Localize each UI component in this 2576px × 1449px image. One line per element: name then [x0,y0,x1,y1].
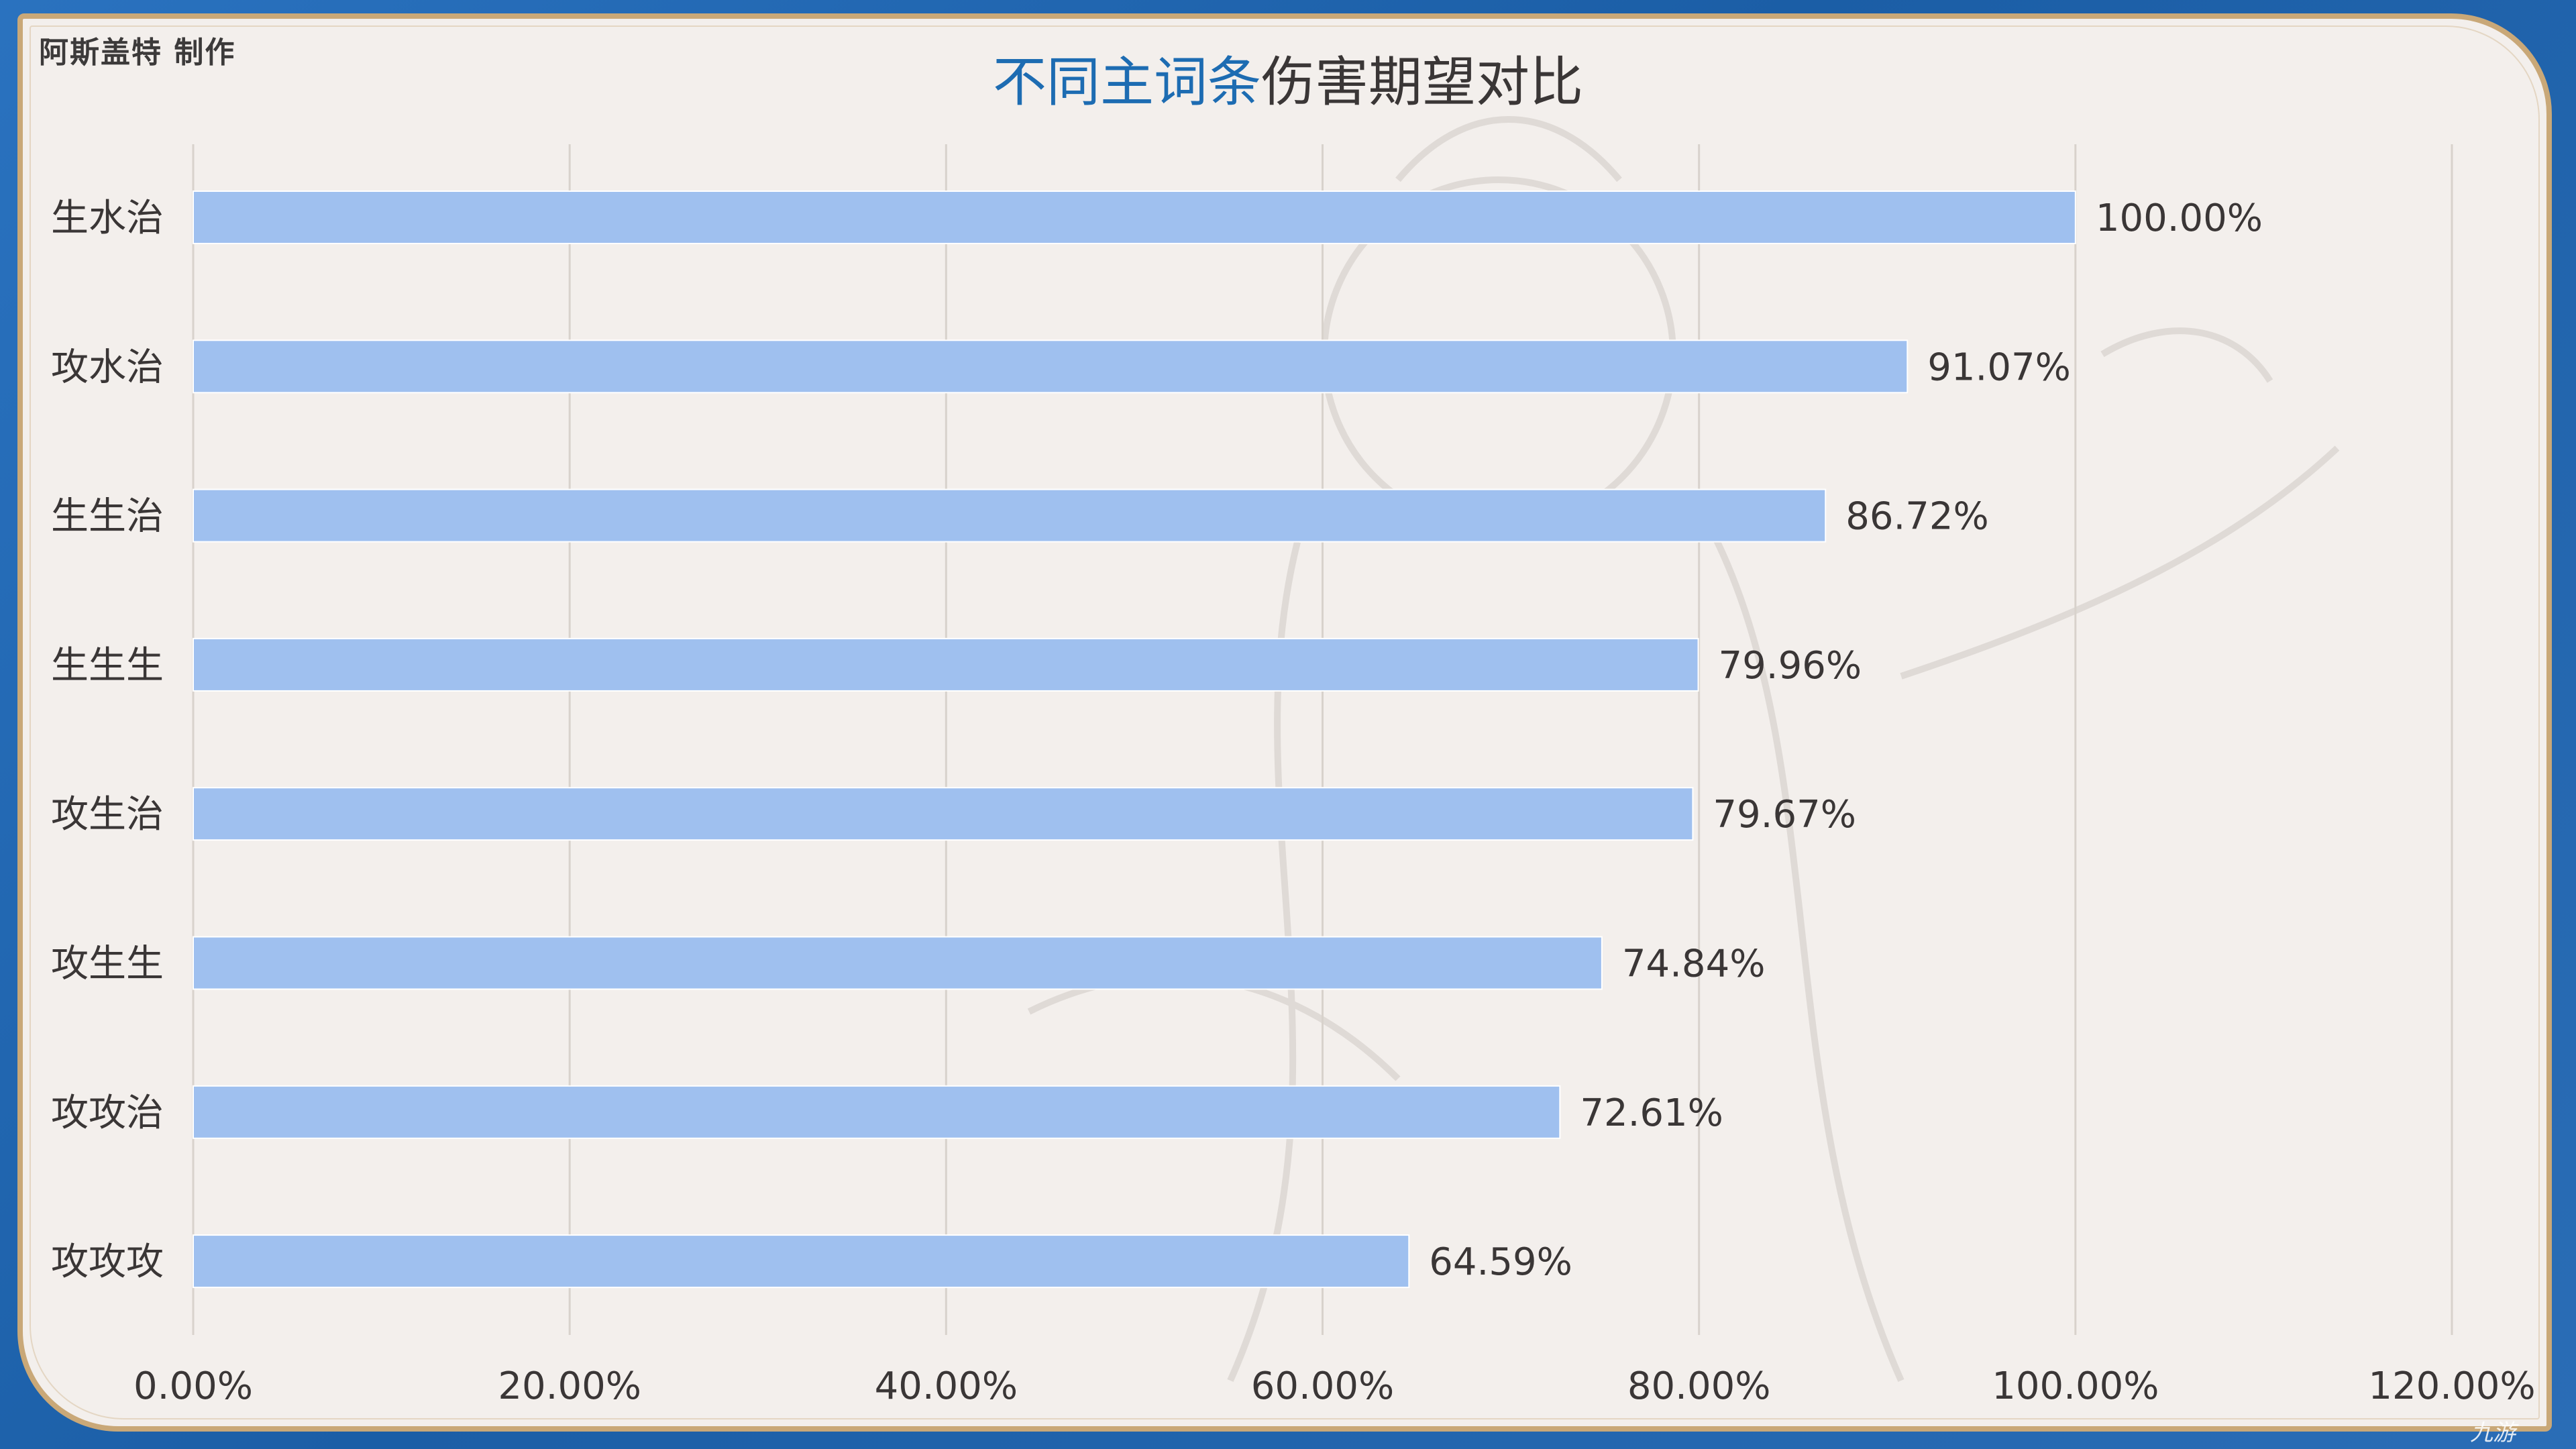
bar [193,339,1909,394]
category-label: 攻水治 [51,345,164,389]
grid-lines [192,144,2453,1335]
category-label: 攻攻攻 [51,1240,164,1284]
category-label: 攻生治 [51,793,164,837]
bars [193,191,2076,1289]
x-tick-label: 20.00% [498,1364,641,1408]
value-label: 91.07% [1927,345,2071,389]
value-label: 74.84% [1622,943,1766,986]
x-tick-label: 60.00% [1251,1364,1395,1408]
value-label: 79.96% [1719,644,1862,688]
x-tick-label: 120.00% [2368,1364,2535,1408]
bar [193,1234,1410,1289]
category-label: 生水治 [51,197,164,240]
bar [193,488,1827,543]
labels: 0.00% 20.00% 40.00% 60.00% 80.00% 100.00% 120.… [51,197,2536,1408]
bar [193,191,2076,244]
chart-title: 不同主词条伤害期望对比 [0,39,2576,117]
x-tick-label: 0.00% [133,1364,253,1408]
chart-title-highlight: 不同主词条 [993,51,1261,113]
value-label: 64.59% [1429,1240,1572,1284]
chart-title-rest: 伤害期望对比 [1261,51,1583,113]
x-tick-label: 100.00% [1992,1364,2159,1408]
x-tick-label: 40.00% [875,1364,1018,1408]
bar [193,637,1699,692]
site-logo: 九游 [2470,1419,2516,1446]
author-credit: 阿斯盖特 制作 [39,36,236,70]
chart-panel [17,13,2552,1432]
category-label: 攻生生 [51,943,164,986]
bar [193,936,1603,990]
x-tick-label: 80.00% [1627,1364,1771,1408]
value-label: 79.67% [1713,793,1856,837]
value-label: 100.00% [2096,197,2263,240]
category-label: 生生治 [51,495,164,539]
value-label: 86.72% [1845,495,1989,539]
value-label: 72.61% [1580,1091,1723,1135]
category-label: 生生生 [51,644,164,688]
bar [193,787,1694,841]
bar [193,1085,1561,1139]
category-label: 攻攻治 [51,1091,164,1135]
